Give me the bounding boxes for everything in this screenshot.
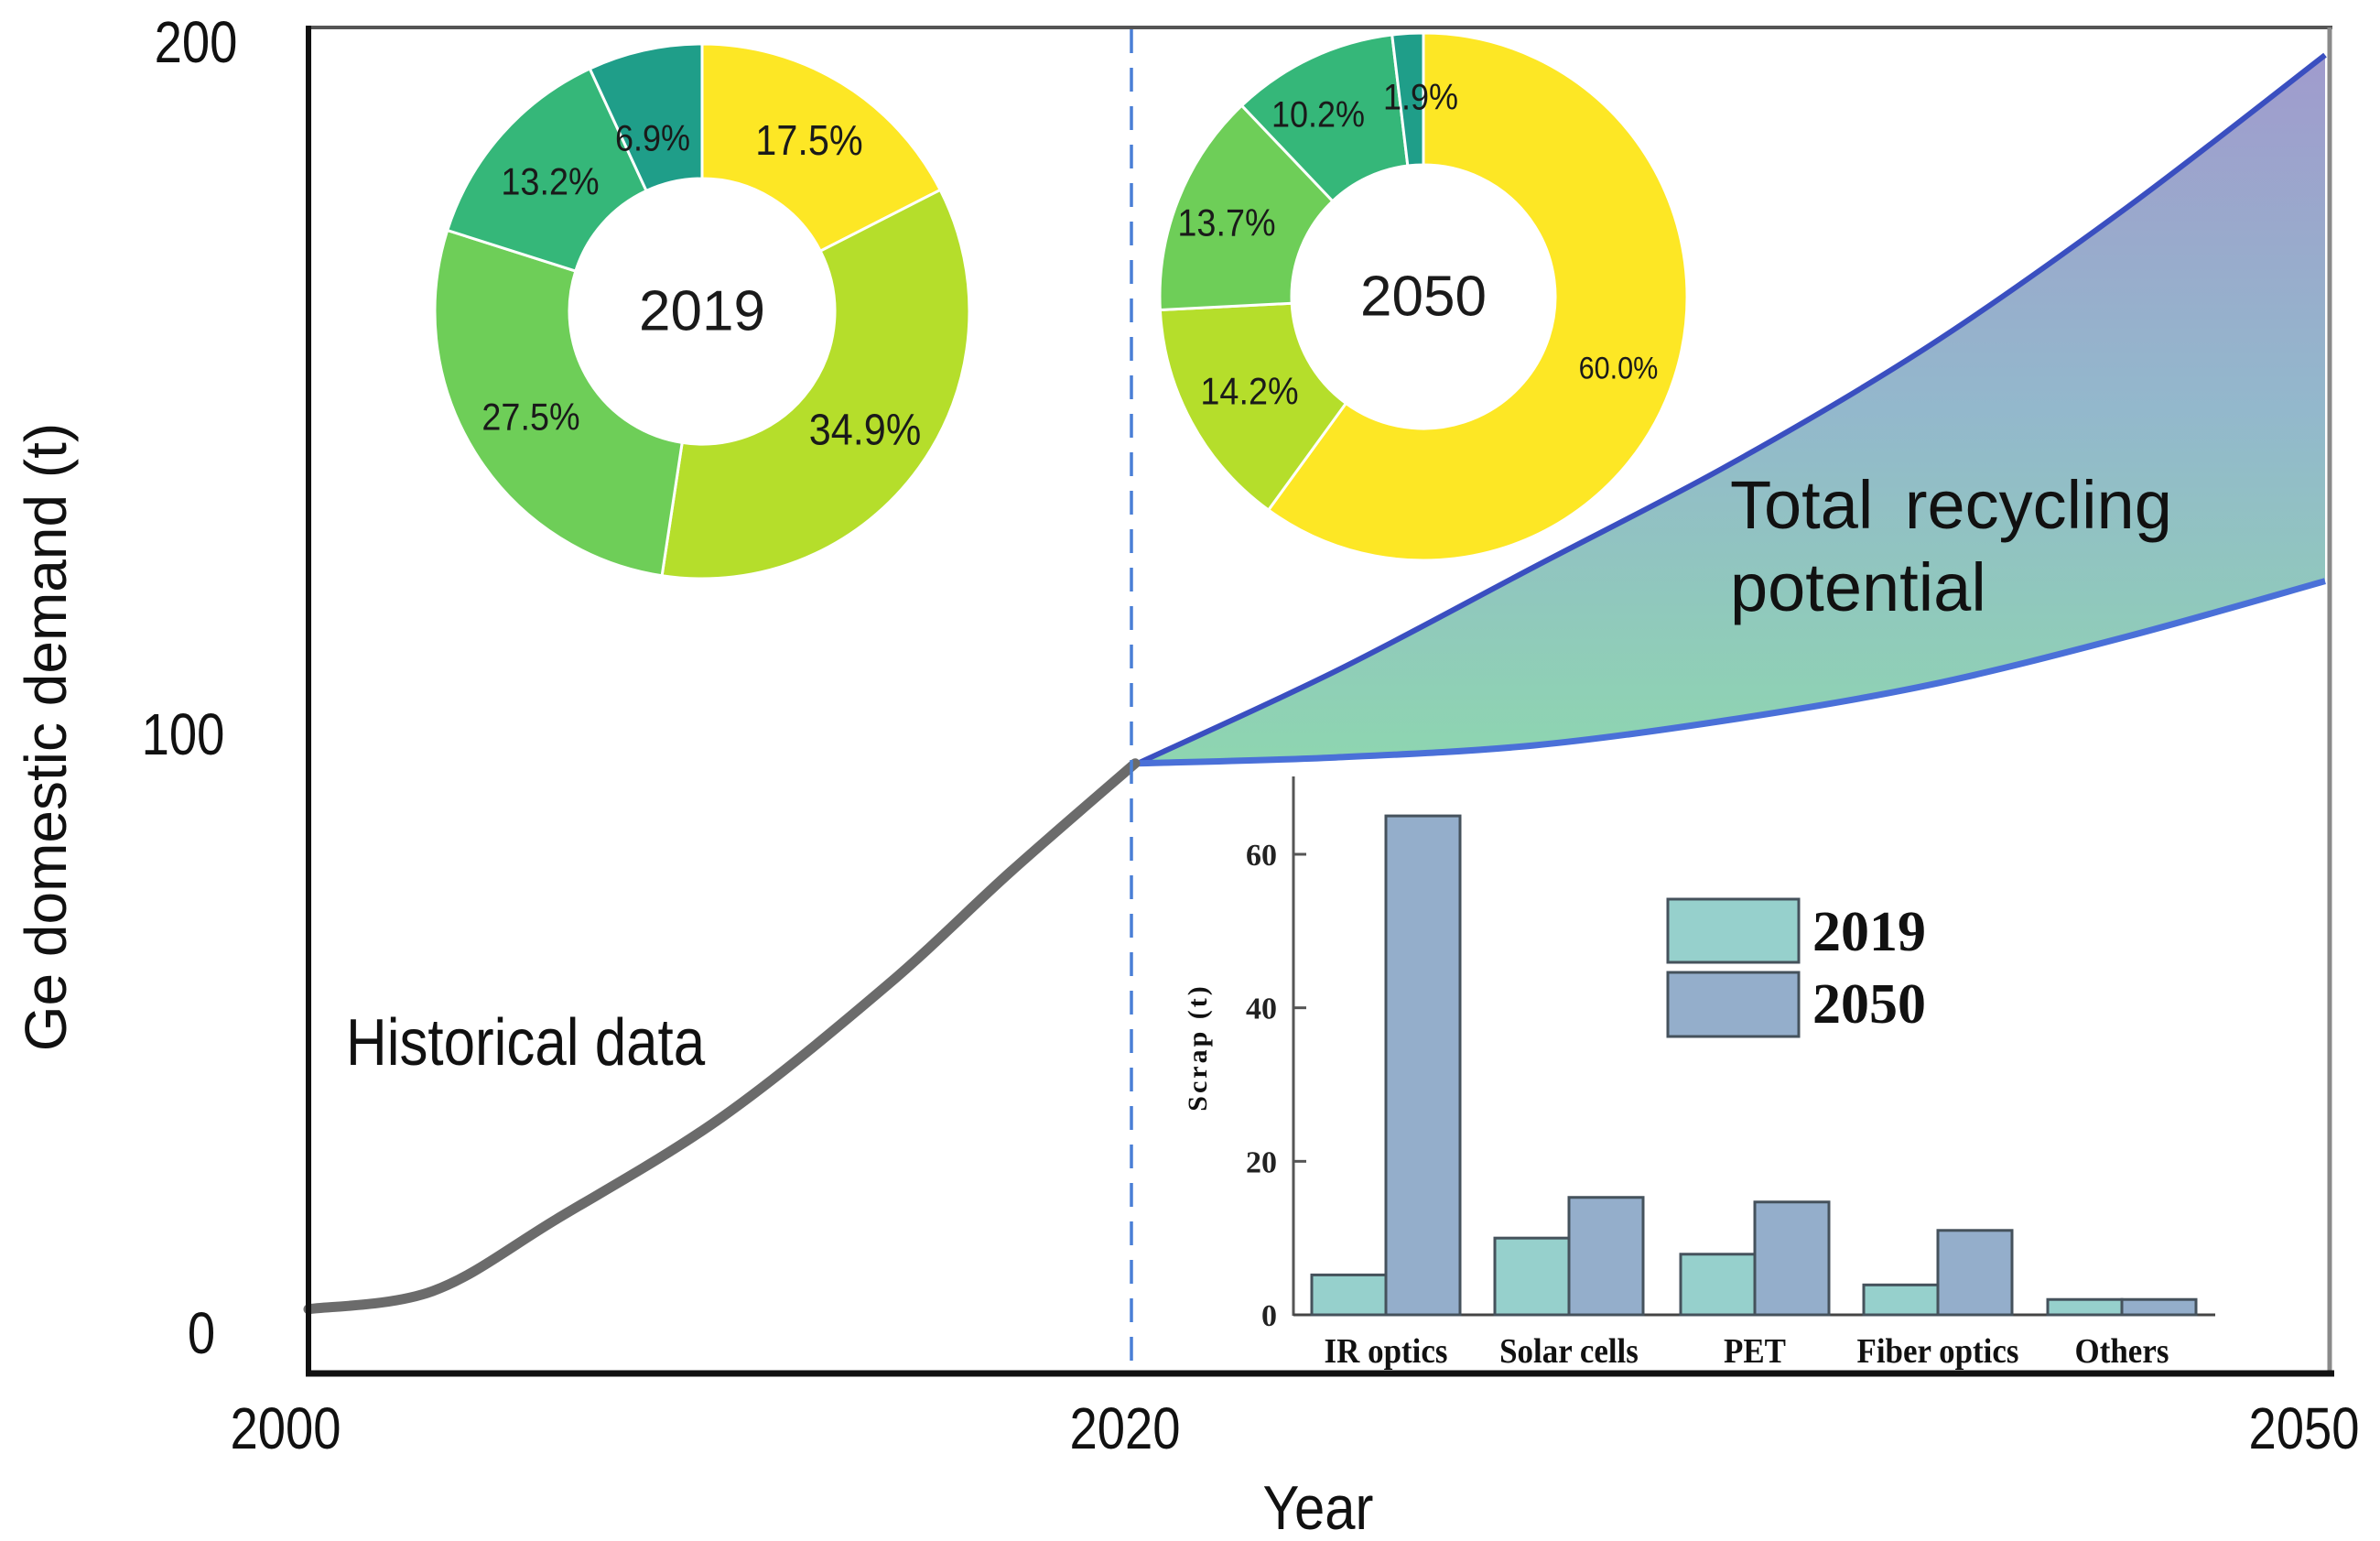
donut-slice (1158, 301, 1348, 513)
donut-slice-label: 34.9% (809, 405, 921, 454)
donut-slice-label: 10.2% (1271, 95, 1365, 136)
bar-solar-cells-2019 (1493, 1236, 1571, 1317)
bar-ir-optics-2019 (1310, 1273, 1388, 1317)
inset-bar-chart: 0 20 40 60 IR optics Solar cells PET Fiber opt… (1183, 775, 2218, 1370)
y-axis-title: Ge domestic demand (t) (13, 423, 79, 1052)
bar-fiber-optics-2019 (1862, 1283, 1940, 1317)
donut-slice-label: 14.2% (1200, 371, 1298, 413)
donut-slice (700, 42, 943, 254)
inset-category-label: IR optics (1325, 1331, 1448, 1371)
bar-others-2019 (2046, 1297, 2124, 1317)
donut-slice-label: 6.9% (615, 119, 690, 159)
donut-chart-2050: 60.0% 14.2% 13.7% 10.2% 1.9% 2050 (1158, 31, 1689, 562)
legend-label-2019: 2019 (1812, 901, 1926, 963)
bar-pet-2019 (1679, 1253, 1757, 1317)
donut-center-label: 2019 (639, 280, 765, 343)
donut-slice (588, 42, 704, 193)
donut-slice-label: 60.0% (1579, 351, 1659, 385)
inset-category-label: Fiber optics (1856, 1331, 2018, 1371)
inset-y-axis-title: Scrap (t) (1183, 983, 1213, 1111)
inset-y-tick-label: 60 (1246, 839, 1277, 873)
recycling-potential-area (1138, 55, 2325, 764)
inset-legend: 2019 2050 (1666, 897, 1926, 1038)
inset-category-label: Solar cells (1499, 1331, 1639, 1371)
x-tick-label: 2000 (231, 1395, 341, 1461)
legend-label-2050: 2050 (1812, 973, 1926, 1036)
x-tick-label: 2050 (2249, 1395, 2360, 1461)
x-tick-label: 2020 (1070, 1395, 1181, 1461)
x-axis-title: Year (1263, 1472, 1374, 1541)
donut-slice (433, 228, 684, 578)
y-tick-label: 0 (188, 1300, 215, 1366)
inset-y-tick-label: 0 (1261, 1299, 1277, 1333)
donut-center-label: 2050 (1360, 266, 1487, 329)
bar-fiber-optics-2050 (1936, 1229, 2014, 1317)
bar-others-2050 (2120, 1297, 2198, 1317)
y-tick-label: 200 (155, 9, 238, 75)
donut-slice-label: 13.2% (501, 161, 599, 203)
y-tick-label: 100 (142, 701, 225, 767)
inset-y-tick-label: 20 (1246, 1145, 1277, 1179)
inset-y-tick-label: 40 (1246, 993, 1277, 1026)
lower-projection-line (1137, 578, 2326, 767)
upper-projection-line (1136, 52, 2327, 766)
donut-slice-label: 17.5% (755, 117, 862, 165)
legend-swatch-2050 (1666, 971, 1801, 1038)
historical-data-label: Historical data (346, 1006, 706, 1080)
inset-category-label: Others (2075, 1331, 2169, 1371)
bar-solar-cells-2050 (1567, 1196, 1645, 1317)
donut-slice (445, 67, 649, 273)
bar-ir-optics-2050 (1384, 814, 1462, 1317)
inset-category-label: PET (1724, 1331, 1786, 1371)
total-recycling-label-line2: potential (1730, 549, 1986, 625)
donut-slice (660, 188, 971, 581)
legend-swatch-2019 (1666, 897, 1801, 964)
donut-chart-2019: 17.5% 34.9% 27.5% 13.2% 6.9% 2019 (433, 42, 971, 581)
donut-slice (1266, 31, 1689, 562)
bar-pet-2050 (1753, 1200, 1831, 1317)
total-recycling-label-line1: Total recycling (1730, 467, 2172, 543)
donut-slice-label: 13.7% (1177, 202, 1275, 244)
donut-slice-label: 27.5% (481, 396, 579, 439)
main-axes (308, 26, 2332, 1373)
donut-slice (1390, 31, 1425, 168)
donut-slice-label: 1.9% (1383, 78, 1458, 118)
historical-line (303, 758, 1141, 1315)
